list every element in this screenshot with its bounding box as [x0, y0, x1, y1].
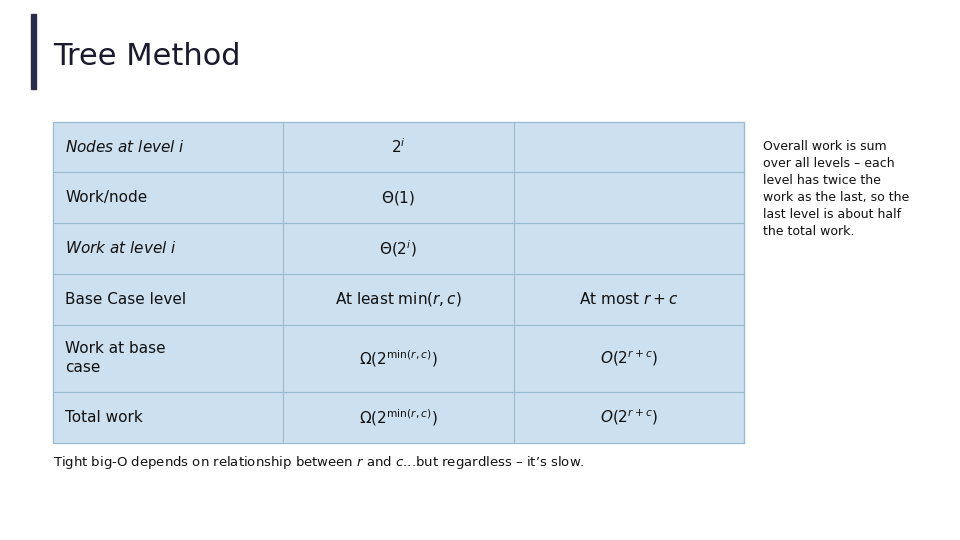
Text: $\Omega(2^{\min(r,c)})$: $\Omega(2^{\min(r,c)})$	[359, 348, 438, 369]
Text: $O(2^{r+c})$: $O(2^{r+c})$	[600, 349, 658, 368]
Bar	[53, 274, 744, 325]
Bar	[53, 223, 744, 274]
Bar	[53, 172, 744, 223]
Text: Work at base
case: Work at base case	[65, 341, 166, 375]
Text: $O(2^{r+c})$: $O(2^{r+c})$	[600, 408, 658, 427]
Text: Base Case level: Base Case level	[65, 292, 186, 307]
Text: $\Theta(1)$: $\Theta(1)$	[381, 188, 416, 207]
Bar	[53, 122, 744, 172]
Text: At most $r + c$: At most $r + c$	[579, 291, 679, 307]
Text: Work at level $i$: Work at level $i$	[65, 240, 177, 256]
Text: Tree Method: Tree Method	[53, 42, 240, 71]
Text: Work/node: Work/node	[65, 190, 148, 205]
Text: Overall work is sum
over all levels – each
level has twice the
work as the last,: Overall work is sum over all levels – ea…	[763, 140, 909, 238]
Text: Tight big-O depends on relationship between $r$ and $c$...but regardless – it’s : Tight big-O depends on relationship betw…	[53, 454, 585, 470]
Text: At least $\min(r, c)$: At least $\min(r, c)$	[335, 290, 462, 308]
Bar	[53, 392, 744, 443]
Text: $\Theta(2^{i})$: $\Theta(2^{i})$	[379, 238, 418, 259]
Text: $\Omega(2^{\min(r,c)})$: $\Omega(2^{\min(r,c)})$	[359, 407, 438, 428]
Text: $2^{i}$: $2^{i}$	[391, 138, 406, 156]
Bar	[31, 14, 36, 89]
Text: Total work: Total work	[65, 410, 143, 425]
Text: Nodes at level $i$: Nodes at level $i$	[65, 139, 185, 155]
